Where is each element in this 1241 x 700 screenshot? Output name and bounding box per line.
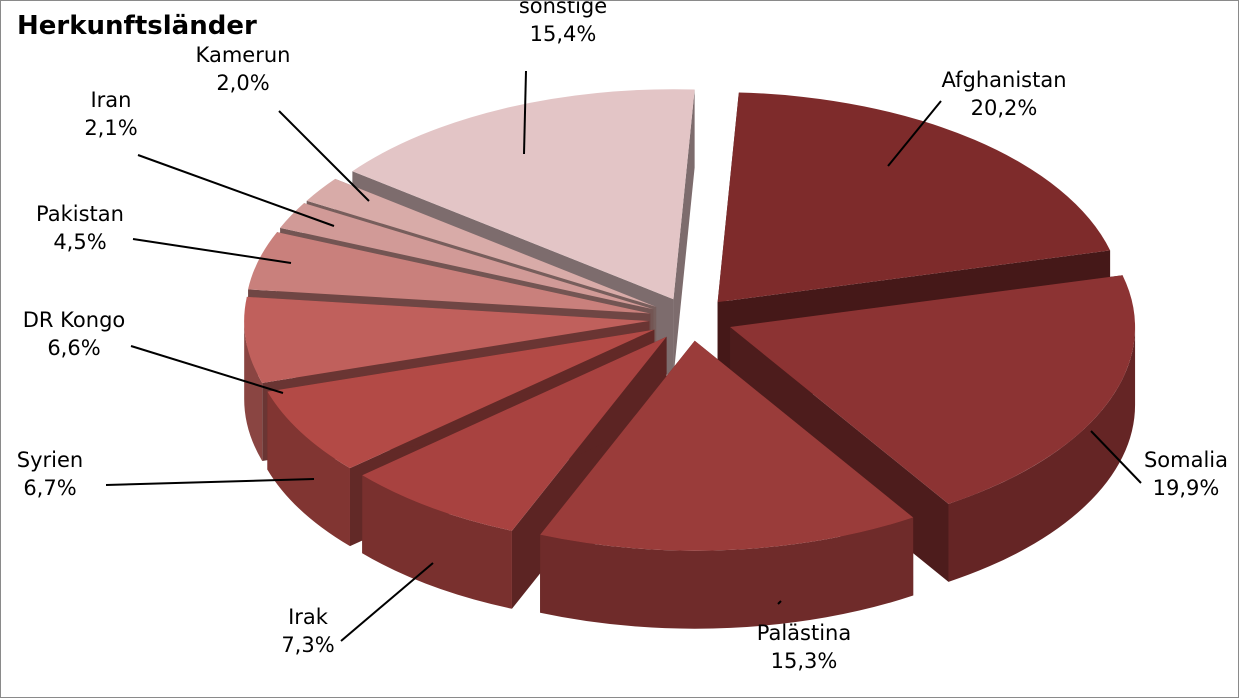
slice-palastina (540, 340, 914, 629)
leader-lines (105, 70, 1142, 642)
label-name-pakistan: Pakistan (36, 202, 124, 226)
label-value-dr-kongo: 6,6% (47, 336, 100, 360)
label-name-afghanistan: Afghanistan (941, 68, 1066, 92)
chart-title: Herkunftsländer (17, 11, 257, 41)
label-name-dr-kongo: DR Kongo (23, 308, 126, 332)
label-name-kamerun: Kamerun (196, 43, 291, 67)
leader-line-afghanistan (887, 100, 942, 167)
label-value-kamerun: 2,0% (216, 71, 269, 95)
label-name-somalia: Somalia (1144, 448, 1228, 472)
slice-top-sonstige (352, 89, 695, 300)
slice-side-irak-0 (362, 475, 512, 609)
slice-side-syrien-0 (267, 391, 350, 547)
leader-line-sonstige (523, 70, 527, 155)
slice-top-somalia (730, 275, 1136, 504)
label-name-syrien: Syrien (17, 448, 83, 472)
label-value-palastina: 15,3% (771, 649, 838, 673)
slice-top-palastina (540, 340, 914, 551)
slice-side-somalia-0 (948, 326, 1136, 582)
slice-top-dr-kongo (244, 296, 650, 383)
slice-top-irak (362, 336, 667, 531)
label-name-iran: Iran (90, 88, 131, 112)
label-value-pakistan: 4,5% (53, 230, 106, 254)
label-name-sonstige: sonstige (519, 1, 607, 18)
label-value-sonstige: 15,4% (530, 22, 597, 46)
slice-side-palastina-0 (540, 517, 914, 629)
label-value-irak: 7,3% (281, 633, 334, 657)
slice-top-iran (280, 203, 654, 310)
slice-top-pakistan (248, 232, 651, 314)
slice-side-dr-kongo-0 (244, 321, 263, 461)
slice-top-afghanistan (717, 92, 1111, 303)
leader-line-dr-kongo (130, 345, 284, 394)
label-name-palastina: Palästina (757, 621, 851, 645)
leader-line-iran (137, 154, 335, 227)
slice-labels: Afghanistan 20,2% Somalia 19,9% Palästina 15,… (17, 1, 1228, 673)
label-value-iran: 2,1% (84, 116, 137, 140)
slice-wall-sonstige-1 (673, 89, 695, 378)
leader-line-kamerun (278, 110, 370, 202)
label-value-syrien: 6,7% (23, 476, 76, 500)
slice-top-syrien (267, 329, 655, 469)
label-value-somalia: 19,9% (1153, 476, 1220, 500)
leader-line-palastina (777, 600, 782, 605)
leader-line-syrien (105, 478, 315, 486)
slice-top-kamerun (306, 178, 657, 307)
leader-line-pakistan (132, 238, 292, 264)
leader-line-somalia (1090, 430, 1142, 484)
leader-line-irak (340, 562, 434, 642)
label-value-afghanistan: 20,2% (971, 96, 1038, 120)
pie-slices (244, 89, 1136, 629)
label-name-irak: Irak (288, 605, 329, 629)
